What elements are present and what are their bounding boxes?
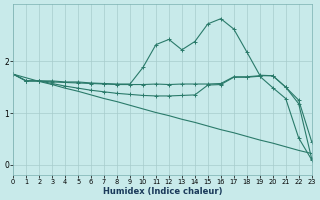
X-axis label: Humidex (Indice chaleur): Humidex (Indice chaleur) [103,187,222,196]
